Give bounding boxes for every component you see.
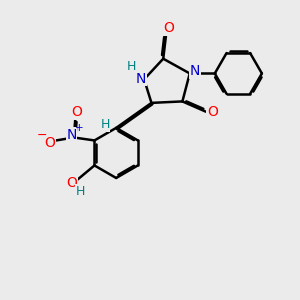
Text: O: O bbox=[66, 176, 77, 190]
Text: O: O bbox=[163, 21, 174, 35]
Text: O: O bbox=[207, 105, 218, 119]
Text: N: N bbox=[136, 72, 146, 86]
Text: H: H bbox=[127, 61, 136, 74]
Text: N: N bbox=[66, 128, 77, 142]
Text: +: + bbox=[75, 123, 83, 133]
Text: O: O bbox=[71, 105, 82, 119]
Text: H: H bbox=[100, 118, 110, 131]
Text: H: H bbox=[76, 185, 85, 198]
Text: N: N bbox=[190, 64, 200, 78]
Text: −: − bbox=[37, 129, 47, 142]
Text: O: O bbox=[44, 136, 55, 150]
